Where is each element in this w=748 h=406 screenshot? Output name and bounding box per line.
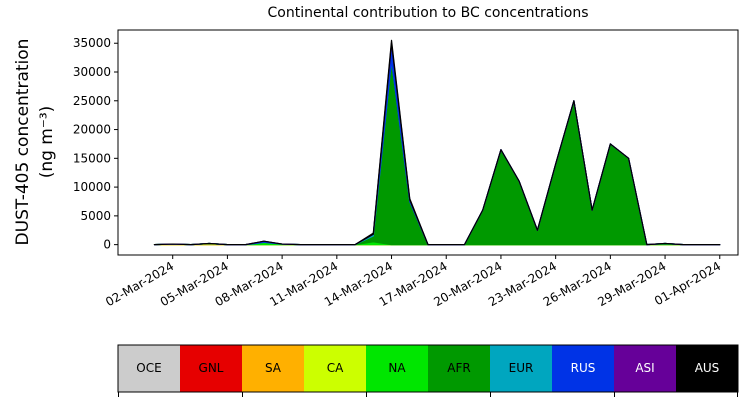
- legend-ticks: [118, 392, 738, 397]
- y-tick-label: 10000: [73, 180, 111, 194]
- legend-label: ASI: [635, 361, 654, 375]
- y-tick-label: 25000: [73, 94, 111, 108]
- plot-area: [153, 39, 721, 246]
- legend-label: NA: [388, 361, 406, 375]
- plot-frame: [117, 29, 739, 256]
- legend-swatch: [676, 345, 739, 392]
- legend-frame: [117, 344, 739, 393]
- legend-label: RUS: [571, 361, 596, 375]
- legend-swatch: [118, 345, 181, 392]
- legend-swatch: [490, 345, 553, 392]
- area: [153, 39, 721, 246]
- y-tick-label: 20000: [73, 123, 111, 137]
- y-tick-label: 15000: [73, 151, 111, 165]
- legend-swatch: [304, 345, 367, 392]
- legend-swatch: [180, 345, 243, 392]
- legend-label: AFR: [447, 361, 470, 375]
- y-tick-label: 35000: [73, 36, 111, 50]
- legend-swatch: [366, 345, 429, 392]
- y-tick-label: 30000: [73, 65, 111, 79]
- legend-swatch: [614, 345, 677, 392]
- legend-label: CA: [327, 361, 344, 375]
- legend-label: GNL: [199, 361, 224, 375]
- legend-label: AUS: [695, 361, 720, 375]
- legend: OCE GNL SA CA NA AFR EUR RUS ASI AUS: [118, 345, 739, 392]
- area: [153, 59, 721, 246]
- y-axis-label: DUST-405 concentration: [13, 39, 33, 246]
- legend-label: EUR: [509, 361, 534, 375]
- y-tick-label: 0: [103, 238, 111, 252]
- legend-swatch: [552, 345, 615, 392]
- legend-label: OCE: [136, 361, 161, 375]
- legend-swatch: [242, 345, 305, 392]
- y-axis-label: (ng m⁻³): [37, 106, 57, 179]
- chart-title: Continental contribution to BC concentra…: [267, 5, 588, 21]
- y-tick-label: 5000: [80, 209, 111, 223]
- legend-swatch: [428, 345, 491, 392]
- legend-label: SA: [265, 361, 282, 375]
